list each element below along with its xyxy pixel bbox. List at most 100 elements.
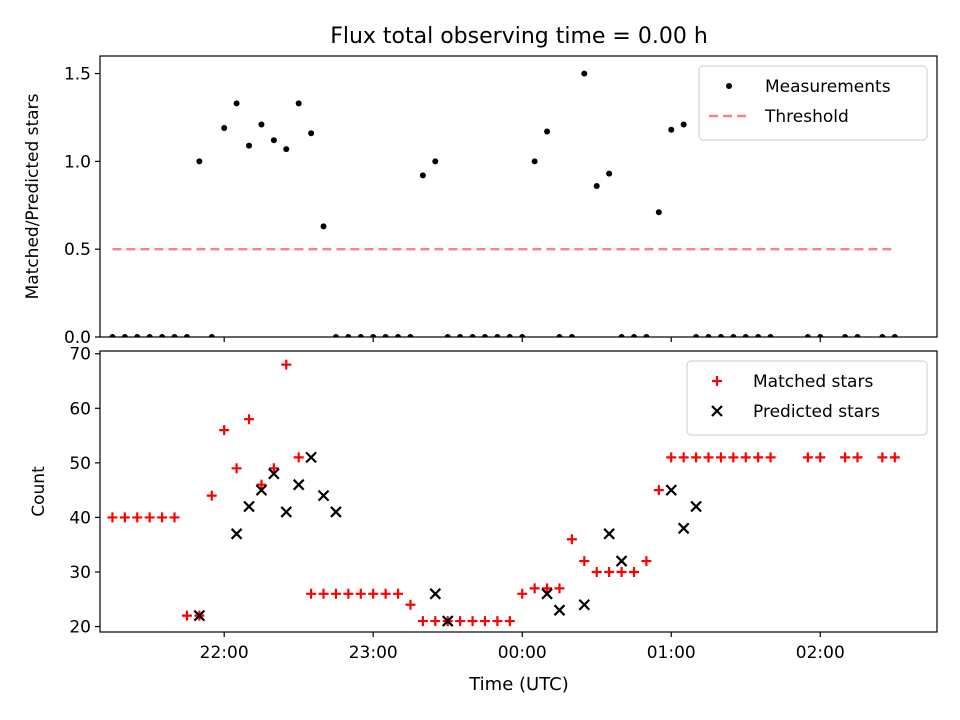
matched-point [169, 512, 180, 523]
measurement-point [717, 334, 724, 337]
measurement-point [109, 334, 116, 337]
axes-frame [99, 55, 938, 338]
measurement-point [221, 125, 228, 132]
matched-point [119, 512, 130, 523]
measurement-point [457, 334, 464, 337]
data-layer [107, 359, 900, 627]
y-tick-label: 1.0 [64, 152, 91, 172]
matched-point [678, 452, 689, 463]
matched-point [318, 588, 329, 599]
matched-point [753, 452, 764, 463]
measurement-point [345, 334, 352, 337]
legend-label: Threshold [764, 107, 849, 127]
predicted-point [615, 555, 628, 567]
measurement-point [879, 334, 886, 337]
matched-point [691, 452, 702, 463]
legend-swatch [712, 376, 722, 386]
measurement-point [494, 334, 501, 337]
y-tick-label: 30 [69, 563, 91, 583]
matched-point [740, 452, 751, 463]
legend-label: Measurements [765, 77, 891, 97]
matched-point [889, 452, 900, 463]
matched-point [616, 566, 627, 577]
measurement-point [556, 334, 563, 337]
measurement-point [382, 334, 389, 337]
matched-point [628, 566, 639, 577]
y-tick-label: 40 [69, 508, 91, 528]
matched-point [479, 616, 490, 627]
matched-point [579, 556, 590, 567]
predicted-point [243, 500, 255, 513]
measurement-point [233, 100, 240, 107]
legend-box [698, 65, 928, 141]
x-tick-label: 00:00 [498, 643, 547, 663]
x-axis-label: Time (UTC) [468, 674, 569, 695]
matched-point [517, 588, 528, 599]
predicted-point [690, 500, 702, 513]
measurement-point [283, 146, 290, 153]
legend-label: Matched stars [753, 372, 873, 392]
legend: Matched stars Predicted stars [686, 360, 928, 436]
y-axis-label: Matched/Predicted stars [23, 93, 43, 299]
matched-point [268, 463, 279, 474]
measurement-point [146, 334, 153, 337]
measurement-point [742, 334, 749, 337]
measurement-point [208, 334, 215, 337]
matched-point [219, 425, 230, 436]
predicted-point [280, 506, 293, 518]
matched-point [144, 512, 155, 523]
measurement-point [581, 70, 588, 77]
predicted-point [317, 489, 330, 502]
predicted-point [255, 484, 268, 496]
measurement-point [668, 126, 675, 133]
matched-point [293, 452, 304, 463]
matched-point [405, 599, 416, 610]
matched-point [368, 588, 379, 599]
predicted-point [193, 609, 206, 622]
y-tick-label: 1.5 [64, 65, 91, 85]
predicted-point [429, 588, 442, 600]
matched-point [703, 452, 714, 463]
axes-frame [99, 350, 938, 633]
measurement-point [817, 334, 824, 337]
matched-point [231, 463, 242, 474]
matched-point [492, 616, 503, 627]
matched-point [529, 583, 540, 594]
matched-point [467, 616, 478, 627]
measurement-point [171, 334, 178, 337]
matched-point [157, 512, 168, 523]
measurement-point [419, 172, 426, 179]
measurement-point [159, 334, 166, 337]
matched-point [380, 588, 391, 599]
measurement-point [320, 223, 327, 230]
predicted-point [553, 604, 566, 616]
data-layer [109, 70, 898, 337]
y-tick-label: 0.5 [64, 240, 91, 260]
predicted-point [305, 451, 317, 464]
matched-point [107, 512, 118, 523]
matched-point [815, 452, 826, 463]
measurement-point [618, 334, 625, 337]
measurement-point [804, 334, 811, 337]
predicted-point [441, 615, 454, 627]
predicted-point [603, 528, 615, 540]
y-tick-label: 60 [69, 399, 91, 419]
measurement-point [854, 334, 861, 337]
measurement-point [246, 142, 253, 149]
x-tick-label: 23:00 [349, 643, 398, 663]
legend-label: Predicted stars [753, 402, 880, 422]
y-tick-label: 20 [69, 618, 91, 638]
matched-point [728, 452, 739, 463]
measurement-point [506, 334, 513, 337]
measurement-point [705, 334, 712, 337]
measurement-point [183, 334, 190, 337]
predicted-point [230, 528, 243, 540]
y-axis-label: Count [29, 466, 49, 517]
measurement-point [370, 334, 377, 337]
matched-point [653, 485, 664, 496]
measurement-point [730, 334, 737, 337]
matched-point [591, 566, 602, 577]
measurement-point [680, 121, 687, 128]
x-tick-label: 22:00 [200, 643, 249, 663]
